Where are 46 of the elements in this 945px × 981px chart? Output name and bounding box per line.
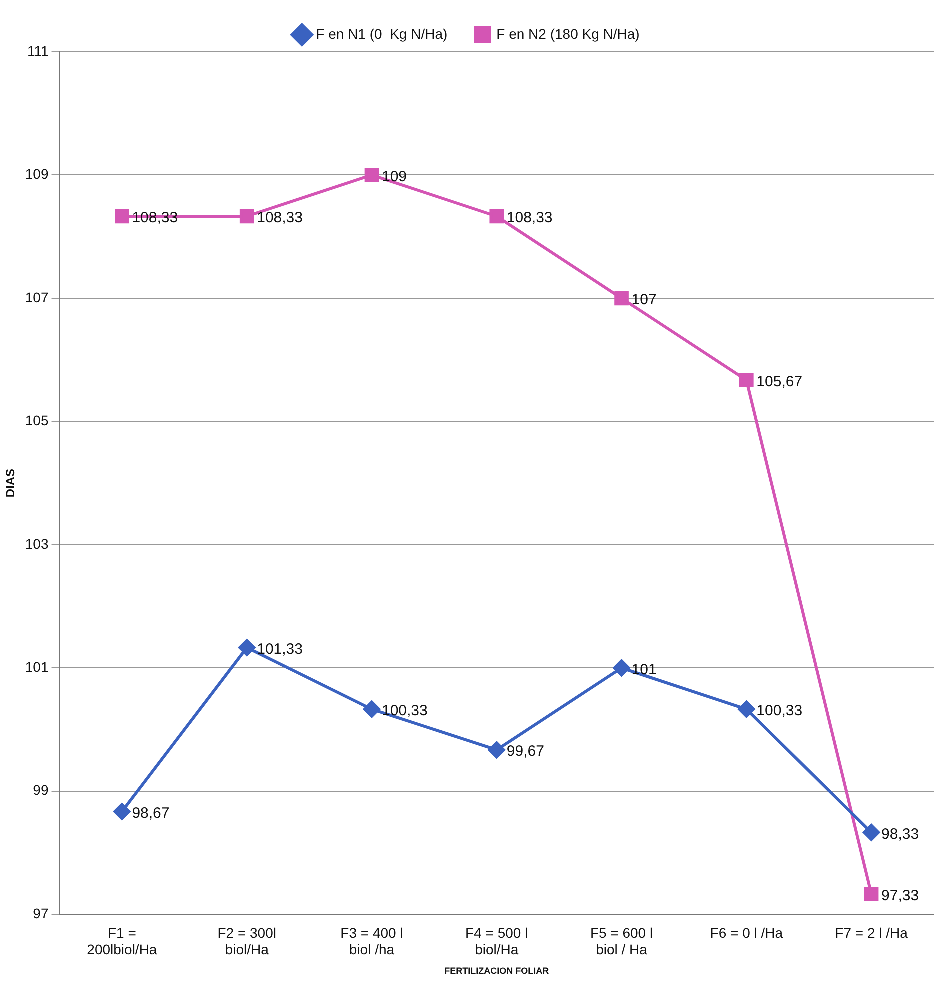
y-tick-label: 97 bbox=[33, 905, 49, 922]
y-tick-label: 101 bbox=[25, 659, 49, 675]
data-label: 108,33 bbox=[257, 210, 303, 227]
data-label: 99,67 bbox=[506, 743, 544, 760]
data-label: 97,33 bbox=[882, 887, 920, 904]
point bbox=[863, 824, 880, 842]
x-tick-label: F7 = 2 l /Ha bbox=[835, 924, 908, 941]
y-tick-label: 111 bbox=[27, 42, 49, 59]
y-axis-title: DIAS bbox=[4, 468, 18, 498]
y-tick-label: 105 bbox=[25, 412, 49, 429]
data-label: 98,33 bbox=[882, 826, 920, 843]
x-tick-label: F6 = 0 l /Ha bbox=[710, 924, 784, 941]
data-label: 100,33 bbox=[756, 702, 803, 720]
x-axis-title: FERTILIZACION FOLIAR bbox=[444, 966, 550, 976]
point bbox=[364, 168, 380, 182]
data-label: 98,67 bbox=[132, 804, 170, 822]
point bbox=[114, 803, 131, 820]
point bbox=[240, 209, 254, 224]
point bbox=[738, 700, 756, 718]
legend-label: F en N2 (180 Kg N/Ha) bbox=[496, 26, 640, 42]
x-tick-label: F5 = 600 l biol / Ha bbox=[590, 924, 654, 958]
point bbox=[490, 209, 504, 224]
x-tick-label: F2 = 300l biol/Ha bbox=[218, 924, 276, 958]
x-tick-label: F4 = 500 l biol/Ha bbox=[466, 924, 528, 958]
legend-label: F en N1 (0 Kg N/Ha) bbox=[316, 26, 448, 42]
point bbox=[740, 373, 754, 388]
data-label: 101,33 bbox=[257, 640, 303, 658]
data-label: 109 bbox=[382, 168, 408, 186]
x-tick-label: F3 = 400 l biol /ha bbox=[340, 924, 404, 958]
x-tick-label: F1 = 200lbiol/Ha bbox=[87, 924, 158, 958]
data-label: 101 bbox=[632, 661, 657, 678]
point bbox=[864, 887, 879, 902]
y-tick-label: 99 bbox=[33, 782, 49, 798]
data-label: 107 bbox=[632, 292, 657, 309]
point bbox=[614, 291, 629, 306]
data-label: 108,33 bbox=[506, 210, 553, 227]
data-label: 100,33 bbox=[382, 702, 428, 720]
point bbox=[488, 742, 506, 759]
y-tick-label: 109 bbox=[25, 166, 49, 182]
point bbox=[115, 209, 130, 224]
data-label: 105,67 bbox=[756, 374, 803, 391]
point bbox=[238, 639, 256, 656]
y-tick-label: 103 bbox=[25, 536, 49, 552]
y-tick-label: 107 bbox=[25, 289, 49, 306]
point bbox=[613, 660, 630, 677]
point bbox=[363, 700, 380, 718]
